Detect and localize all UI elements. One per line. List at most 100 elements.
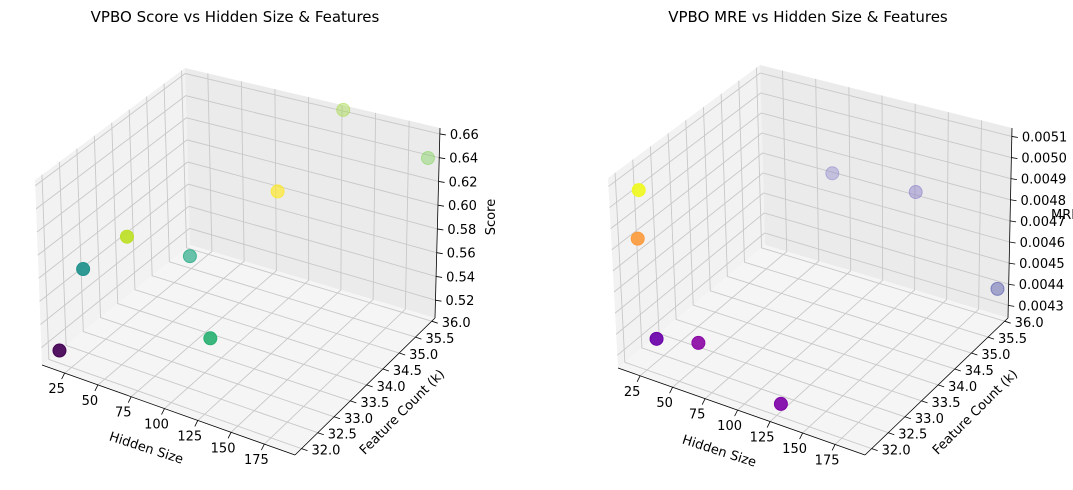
- y-tick-label: 32.5: [328, 428, 357, 443]
- y-tick-label: 33.5: [932, 396, 961, 411]
- y-tick: [350, 400, 357, 404]
- z-tick-label: 0.52: [445, 294, 474, 309]
- x-tick-label: 100: [144, 418, 169, 433]
- y-gridline: [128, 109, 384, 370]
- y-gridline: [756, 67, 1005, 322]
- y-tick: [1004, 320, 1011, 324]
- x-tick-labels: 25 50 75 100 125 150 175: [624, 375, 840, 468]
- axis-lines: [617, 127, 1013, 456]
- z-gridline: [35, 95, 440, 210]
- x-tick: [61, 372, 65, 380]
- z-gridline: [610, 112, 1012, 230]
- z-tick: [1010, 199, 1017, 202]
- z-tick-label: 0.0044: [1019, 278, 1065, 293]
- z-tick-label: 0.0049: [1021, 173, 1067, 188]
- y-tick: [399, 352, 406, 356]
- y-gridline: [738, 80, 989, 338]
- scatter-point: [119, 229, 134, 244]
- z-gridline: [617, 232, 1009, 356]
- y-gridline: [181, 70, 432, 322]
- x-gridline: [64, 73, 213, 374]
- y-tick: [301, 448, 308, 452]
- y-tick-label: 36.0: [442, 316, 471, 331]
- z-gridline: [613, 172, 1010, 293]
- x-tick: [766, 421, 771, 428]
- scatter-point: [990, 281, 1005, 296]
- chart-title: VPBO MRE vs Hidden Size & Features: [668, 8, 948, 26]
- y-tick: [921, 400, 928, 404]
- y-tick: [415, 336, 422, 340]
- y-tick-label: 35.0: [981, 348, 1010, 363]
- x-tick: [636, 375, 641, 382]
- z-tick-label: 0.0051: [1022, 130, 1068, 145]
- y-gridline: [702, 107, 955, 370]
- y-tick: [317, 432, 324, 436]
- y-tick-label: 35.5: [998, 332, 1027, 347]
- x-tick: [161, 408, 165, 415]
- y-tick: [366, 384, 373, 388]
- x-tick-label: 150: [211, 441, 236, 456]
- panes: [35, 68, 440, 455]
- scatter-point: [182, 249, 197, 264]
- x-gridline: [164, 97, 310, 409]
- z-tick-label: 0.58: [447, 223, 476, 238]
- x-tick-labels: 25 50 75 100 125 150 175: [48, 372, 269, 468]
- z-tick: [438, 181, 445, 183]
- scatter-point: [649, 331, 664, 346]
- y-tick-label: 32.0: [312, 444, 341, 459]
- y-gridline: [76, 148, 335, 418]
- y-tick: [888, 432, 895, 436]
- z-tick: [435, 299, 442, 302]
- z-gridline: [40, 205, 437, 325]
- x-tick: [261, 443, 265, 451]
- x-tick: [831, 444, 836, 451]
- x-gridline: [704, 87, 852, 400]
- chart-title: VPBO Score vs Hidden Size & Features: [91, 8, 380, 26]
- z-tick-label: 0.0046: [1020, 236, 1066, 251]
- x-tick-label: 150: [782, 442, 807, 457]
- y-tick-label: 32.0: [882, 444, 911, 459]
- y-tick: [382, 368, 390, 372]
- x-tick-label: 125: [177, 429, 202, 444]
- x-tick-label: 175: [244, 453, 269, 468]
- y-gridline: [720, 93, 972, 354]
- y-gridline: [685, 120, 939, 386]
- x-gridline: [672, 78, 820, 388]
- y-tick-label: 35.5: [425, 332, 454, 347]
- x-tick: [227, 432, 232, 439]
- x-axis-label: Hidden Size: [680, 433, 758, 471]
- x-axis-label: Hidden Size: [107, 430, 185, 468]
- z-tick-label: 0.56: [447, 247, 476, 262]
- z-tick: [1009, 262, 1016, 265]
- y-tick: [987, 336, 995, 340]
- z-gridline: [39, 183, 437, 302]
- scatter-points: [630, 166, 1005, 411]
- z-gridline: [38, 161, 438, 279]
- z-tick: [439, 157, 446, 160]
- scatter-point: [420, 151, 435, 166]
- x-gridline: [737, 95, 884, 411]
- z-tick-labels: 0.52 0.54 0.56 0.58 0.60 0.62 0.64 0.66: [435, 128, 479, 309]
- z-gridline: [612, 152, 1011, 272]
- x-gridline: [802, 112, 949, 434]
- y-tick-label: 35.0: [409, 348, 438, 363]
- x-gridline: [264, 120, 410, 445]
- y-tick-labels: 32.032.533.033.534.034.535.035.536.0: [301, 316, 471, 459]
- z-tick-label: 0.66: [450, 128, 479, 143]
- z-tick: [1009, 241, 1016, 244]
- y-tick: [333, 416, 341, 420]
- z-tick: [1008, 283, 1015, 286]
- z-tick-labels: 0.0043 0.0044 0.0045 0.0046 0.0047 0.0048 0.00…: [1008, 130, 1067, 314]
- y-gridline: [58, 161, 318, 434]
- y-gridline: [111, 122, 367, 386]
- x-tick-label: 25: [48, 382, 65, 397]
- x-tick-label: 50: [656, 396, 673, 411]
- x-tick: [669, 387, 673, 394]
- x-tick-label: 100: [717, 419, 742, 434]
- x-tick: [734, 409, 738, 417]
- x-tick-label: 25: [624, 385, 641, 400]
- axis-lines: [41, 127, 441, 456]
- y-tick-label: 34.5: [965, 364, 994, 379]
